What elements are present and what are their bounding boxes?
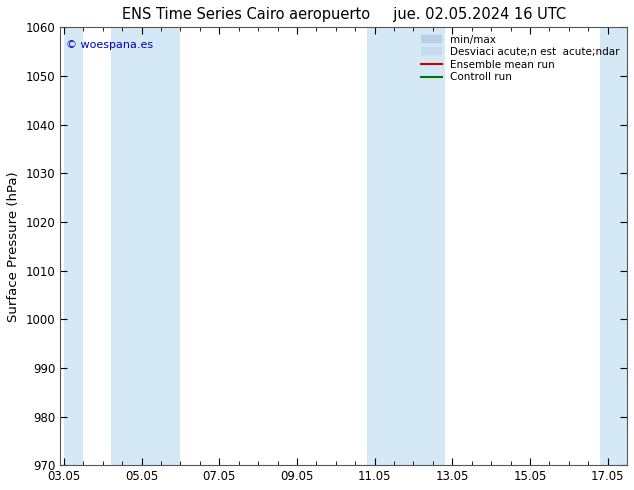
Bar <box>64 27 84 465</box>
Title: ENS Time Series Cairo aeropuerto     jue. 02.05.2024 16 UTC: ENS Time Series Cairo aeropuerto jue. 02… <box>122 7 566 22</box>
Bar <box>600 27 627 465</box>
Bar <box>367 27 444 465</box>
Text: © woespana.es: © woespana.es <box>66 40 153 50</box>
Y-axis label: Surface Pressure (hPa): Surface Pressure (hPa) <box>7 171 20 321</box>
Bar <box>110 27 181 465</box>
Legend: min/max, Desviaci acute;n est  acute;ndar, Ensemble mean run, Controll run: min/max, Desviaci acute;n est acute;ndar… <box>419 32 622 84</box>
